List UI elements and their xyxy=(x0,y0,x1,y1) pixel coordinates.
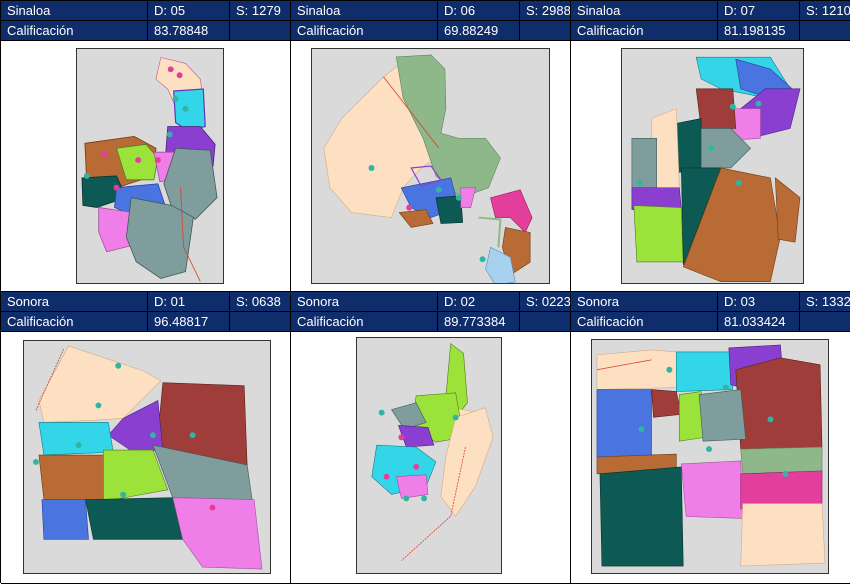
grade-label: Calificación xyxy=(291,312,438,331)
panel-header: Sinaloa D: 07 S: 1210 xyxy=(571,1,850,21)
section-label: S: 1210 xyxy=(806,3,850,18)
district-label: D: 06 xyxy=(438,1,520,20)
map-markers xyxy=(368,165,526,263)
district-map xyxy=(621,48,804,284)
state-label: Sonora xyxy=(1,292,148,311)
section-label: S: 1279 xyxy=(236,3,281,18)
district-map xyxy=(76,48,224,284)
map-svg xyxy=(81,57,218,282)
grade-value: 69.88249 xyxy=(438,21,520,40)
state-label: Sinaloa xyxy=(1,1,148,20)
grade-value: 81.033424 xyxy=(718,312,800,331)
map-markers xyxy=(378,409,459,502)
section-label: S: 0638 xyxy=(236,294,281,309)
panel-sonora-d02: Sonora D: 02 S: 0223 Calificación 89.773… xyxy=(291,292,571,584)
map-svg xyxy=(32,345,263,570)
grade-row: Calificación 89.773384 xyxy=(291,312,570,332)
map-svg xyxy=(596,344,826,567)
panel-header: Sonora D: 01 S: 0638 xyxy=(1,292,290,312)
map-area xyxy=(291,332,570,583)
map-svg xyxy=(323,54,533,283)
grade-row: Calificación 81.033424 xyxy=(571,312,850,332)
grade-label: Calificación xyxy=(1,21,148,40)
grade-row: Calificación 96.48817 xyxy=(1,312,290,332)
state-label: Sinaloa xyxy=(571,1,718,20)
grade-value: 96.48817 xyxy=(148,312,230,331)
grade-empty xyxy=(520,21,570,40)
grade-empty xyxy=(800,21,850,40)
panel-sonora-d01: Sonora D: 01 S: 0638 Calificación 96.488… xyxy=(1,292,291,584)
district-map xyxy=(311,48,550,284)
grade-value: 89.773384 xyxy=(438,312,520,331)
grade-label: Calificación xyxy=(571,312,718,331)
panel-sinaloa-d06: Sinaloa D: 06 S: 2988 Calificación 69.88… xyxy=(291,1,571,292)
panel-sinaloa-d07: Sinaloa D: 07 S: 1210 Calificación 81.19… xyxy=(571,1,850,292)
section-label: S: 1332 xyxy=(806,294,850,309)
grade-label: Calificación xyxy=(291,21,438,40)
map-area xyxy=(571,41,850,291)
district-map xyxy=(23,340,271,574)
district-map xyxy=(356,337,502,574)
grade-label: Calificación xyxy=(1,312,148,331)
section-label: S: 2988 xyxy=(526,3,571,18)
district-label: D: 03 xyxy=(718,292,800,311)
map-area xyxy=(571,332,850,583)
state-label: Sonora xyxy=(571,292,718,311)
map-area xyxy=(1,332,290,583)
district-label: D: 01 xyxy=(148,292,230,311)
grade-empty xyxy=(230,312,290,331)
grade-row: Calificación 69.88249 xyxy=(291,21,570,41)
map-area xyxy=(1,41,290,291)
grade-empty xyxy=(800,312,850,331)
grade-row: Calificación 83.78848 xyxy=(1,21,290,41)
map-area xyxy=(291,41,570,291)
district-label: D: 07 xyxy=(718,1,800,20)
district-map xyxy=(591,339,829,574)
panel-header: Sonora D: 03 S: 1332 xyxy=(571,292,850,312)
grade-row: Calificación 81.198135 xyxy=(571,21,850,41)
map-markers xyxy=(638,366,789,477)
district-label: D: 02 xyxy=(438,292,520,311)
map-markers xyxy=(636,100,762,186)
grade-empty xyxy=(520,312,570,331)
grade-label: Calificación xyxy=(571,21,718,40)
map-svg xyxy=(631,56,801,283)
district-label: D: 05 xyxy=(148,1,230,20)
map-markers xyxy=(83,66,189,191)
panel-header: Sinaloa D: 06 S: 2988 xyxy=(291,1,570,21)
map-svg xyxy=(371,342,494,561)
grade-value: 83.78848 xyxy=(148,21,230,40)
grade-value: 81.198135 xyxy=(718,21,800,40)
state-label: Sinaloa xyxy=(291,1,438,20)
map-markers xyxy=(32,362,216,511)
state-label: Sonora xyxy=(291,292,438,311)
grade-empty xyxy=(230,21,290,40)
section-label: S: 0223 xyxy=(526,294,571,309)
panel-sinaloa-d05: Sinaloa D: 05 S: 1279 Calificación 83.78… xyxy=(1,1,291,292)
panel-sonora-d03: Sonora D: 03 S: 1332 Calificación 81.033… xyxy=(571,292,850,584)
panel-header: Sinaloa D: 05 S: 1279 xyxy=(1,1,290,21)
panel-header: Sonora D: 02 S: 0223 xyxy=(291,292,570,312)
